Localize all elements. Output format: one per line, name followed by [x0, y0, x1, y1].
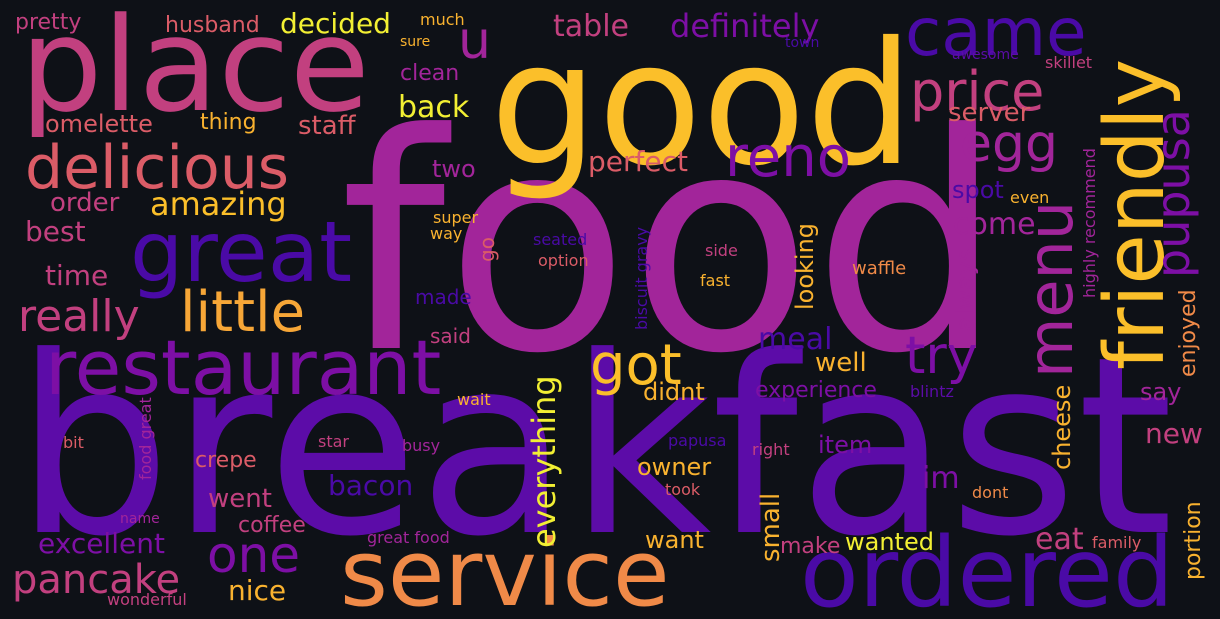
word-egg: egg	[960, 114, 1059, 174]
word-right: right	[752, 440, 790, 459]
word-price: price	[910, 60, 1045, 123]
word-restaurant: restaurant	[45, 323, 442, 412]
word-way: way	[430, 224, 463, 243]
word-sure: sure	[400, 34, 431, 50]
word-wanted: wanted	[845, 528, 934, 556]
word-item: item	[818, 431, 873, 459]
word-food: food	[340, 70, 1004, 419]
word-eat: eat	[1035, 522, 1084, 557]
word-bit: bit	[63, 433, 84, 452]
word-im: im	[922, 461, 960, 496]
word-coffee: coffee	[238, 513, 306, 538]
word-bacon: bacon	[328, 469, 414, 502]
word-wonderful: wonderful	[107, 590, 187, 609]
word-took: took	[665, 480, 701, 499]
word-perfect: perfect	[588, 145, 688, 178]
word-staff: staff	[298, 111, 356, 141]
word-best: best	[25, 215, 86, 248]
word-decided: decided	[280, 7, 391, 40]
word-owner: owner	[637, 453, 712, 481]
word-meal: meal	[758, 322, 833, 357]
word-thing: thing	[200, 110, 257, 135]
word-little: little	[180, 280, 306, 345]
word-crepe: crepe	[195, 448, 257, 473]
word-pretty: pretty	[15, 10, 82, 35]
word-pupusa: pupusa	[1146, 109, 1200, 278]
word-cheese: cheese	[1048, 384, 1076, 470]
word-spot: spot	[952, 176, 1004, 204]
word-fast: fast	[700, 271, 731, 290]
word-even: even	[1010, 188, 1050, 207]
word-try: try	[905, 326, 978, 386]
word-made: made	[415, 285, 472, 309]
word-back: back	[398, 90, 470, 125]
word-want: want	[645, 526, 704, 554]
word-well: well	[815, 348, 867, 378]
word-food-great: food great	[136, 397, 155, 480]
word-always: always	[951, 248, 979, 331]
word-breakfast: breakfast	[15, 305, 1174, 591]
word-skillet: skillet	[1045, 53, 1093, 72]
word-make: make	[780, 534, 841, 559]
word-experience: experience	[755, 378, 877, 403]
word-wait: wait	[457, 390, 491, 409]
word-awesome: awesome	[952, 47, 1019, 63]
word-one: one	[207, 526, 301, 584]
word-go: go	[475, 237, 499, 262]
word-pancake: pancake	[12, 557, 181, 603]
word-super: super	[433, 208, 479, 227]
word-went: went	[208, 484, 272, 514]
word-omelette: omelette	[45, 110, 153, 138]
word-reno: reno	[725, 125, 851, 190]
word-excellent: excellent	[38, 527, 165, 560]
word-blintz: blintz	[910, 382, 954, 401]
word-two: two	[432, 155, 476, 183]
word-place: place	[20, 0, 370, 141]
word-server: server	[948, 98, 1031, 128]
word-definitely: definitely	[670, 7, 820, 45]
word-much: much	[420, 10, 465, 29]
word-portion: portion	[1181, 501, 1206, 580]
word-didnt: didnt	[643, 378, 705, 406]
word-say: say	[1140, 378, 1182, 406]
word-highly-recommend: highly recommend	[1080, 148, 1099, 298]
word-u: u	[458, 11, 491, 71]
word-family: family	[1092, 533, 1142, 552]
word-amazing: amazing	[150, 185, 287, 223]
word-enjoyed: enjoyed	[1176, 289, 1201, 377]
word-papusa: papusa	[668, 431, 727, 450]
word-time: time	[45, 259, 109, 292]
word-new: new	[1145, 417, 1203, 450]
word-everything: everything	[525, 375, 563, 548]
word-table: table	[553, 9, 629, 44]
word-said: said	[430, 324, 471, 348]
word-great: great	[130, 203, 353, 301]
word-good: good	[490, 6, 914, 204]
word-got: got	[590, 333, 682, 398]
word-seated: seated	[533, 230, 588, 249]
word-dont: dont	[972, 483, 1009, 502]
word-option: option	[538, 251, 589, 270]
word-town: town	[785, 35, 820, 51]
word-really: really	[18, 291, 140, 342]
word-name: name	[120, 511, 160, 527]
word-great-food: great food	[367, 528, 450, 547]
word-service: service	[340, 520, 670, 619]
word-ordered: ordered	[800, 517, 1174, 619]
word-came: came	[905, 0, 1087, 71]
word-waffle: waffle	[852, 258, 907, 279]
word-order: order	[50, 188, 120, 218]
word-star: star	[318, 432, 349, 451]
word-busy: busy	[402, 436, 441, 455]
word-clean: clean	[400, 61, 460, 86]
word-side: side	[705, 241, 738, 260]
word-biscuit-gravy: biscuit gravy	[632, 226, 651, 330]
word-looking: looking	[791, 222, 819, 310]
word-husband: husband	[165, 13, 260, 38]
word-nice: nice	[228, 574, 287, 607]
word-come: come	[953, 207, 1036, 242]
word-delicious: delicious	[25, 133, 289, 203]
